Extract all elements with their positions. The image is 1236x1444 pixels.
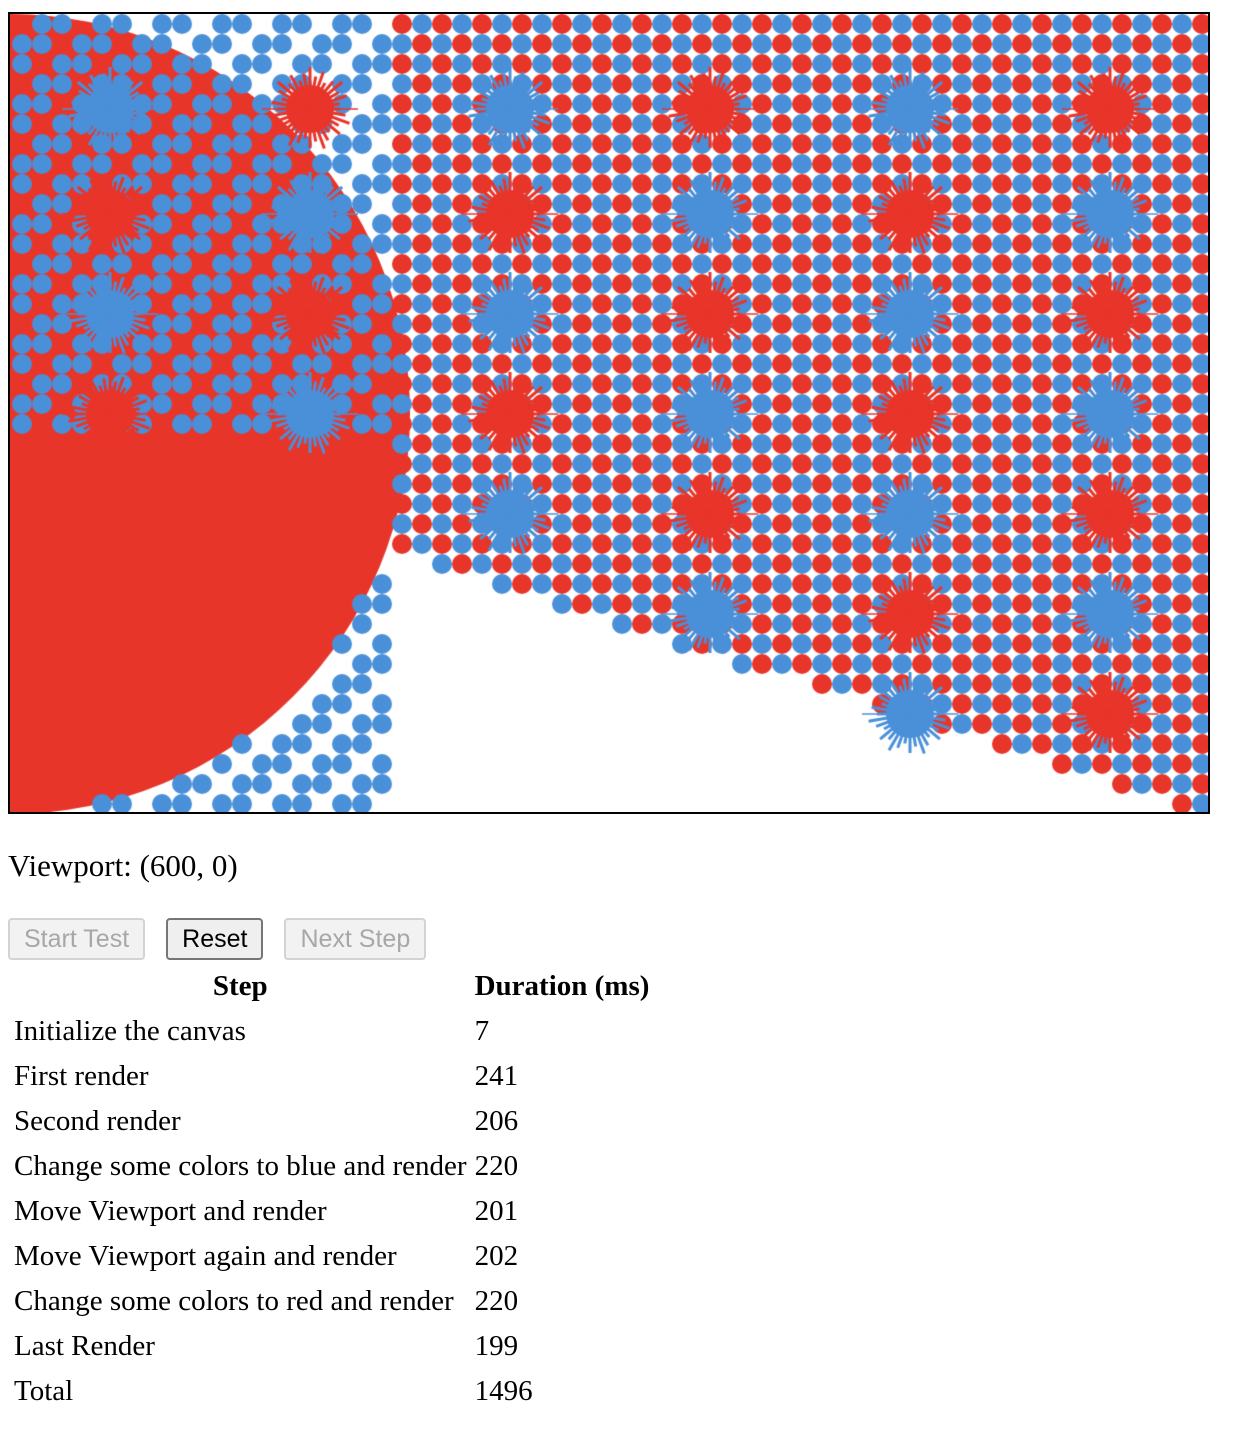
duration-cell: 220 — [474, 1150, 519, 1182]
table-row: First render 241 — [12, 1055, 651, 1097]
table-row: Initialize the canvas 7 — [12, 1010, 651, 1052]
start-test-button[interactable]: Start Test — [8, 918, 146, 960]
duration-header: Duration (ms) — [474, 970, 650, 1002]
table-row: Change some colors to red and render 220 — [12, 1280, 651, 1322]
duration-cell: 220 — [474, 1285, 519, 1317]
duration-cell: 206 — [474, 1105, 519, 1137]
duration-cell: 199 — [474, 1330, 519, 1362]
table-row: Move Viewport and render 201 — [12, 1190, 651, 1232]
viewport-readout: Viewport: (600, 0) — [8, 848, 238, 884]
duration-cell: 1496 — [474, 1375, 533, 1407]
table-header-row: Step Duration (ms) — [12, 965, 651, 1007]
step-cell: Last Render — [14, 1330, 155, 1362]
table-row: Change some colors to blue and render 220 — [12, 1145, 651, 1187]
reset-button[interactable]: Reset — [166, 918, 264, 960]
step-cell: First render — [14, 1060, 149, 1092]
viewport-value: (600, 0) — [139, 848, 238, 883]
step-cell: Change some colors to blue and render — [14, 1150, 467, 1182]
results-table: Step Duration (ms) Initialize the canvas… — [8, 962, 655, 1415]
viewport-label: Viewport: — [8, 848, 132, 883]
step-cell: Initialize the canvas — [14, 1015, 246, 1047]
next-step-button[interactable]: Next Step — [284, 918, 427, 960]
step-header: Step — [212, 970, 268, 1002]
render-canvas-frame — [8, 12, 1210, 814]
step-cell: Change some colors to red and render — [14, 1285, 454, 1317]
step-cell: Second render — [14, 1105, 181, 1137]
render-canvas — [10, 14, 1208, 812]
table-row: Move Viewport again and render 202 — [12, 1235, 651, 1277]
duration-cell: 241 — [474, 1060, 519, 1092]
step-cell: Move Viewport and render — [14, 1195, 327, 1227]
duration-cell: 202 — [474, 1240, 519, 1272]
table-row: Total 1496 — [12, 1370, 651, 1412]
step-cell: Move Viewport again and render — [14, 1240, 397, 1272]
controls-bar: Start Test Reset Next Step — [8, 918, 427, 960]
step-cell: Total — [14, 1375, 74, 1407]
duration-cell: 201 — [474, 1195, 519, 1227]
results-body: Initialize the canvas 7 First render 241 Sec… — [12, 1010, 651, 1412]
duration-cell: 7 — [474, 1015, 490, 1047]
table-row: Second render 206 — [12, 1100, 651, 1142]
table-row: Last Render 199 — [12, 1325, 651, 1367]
